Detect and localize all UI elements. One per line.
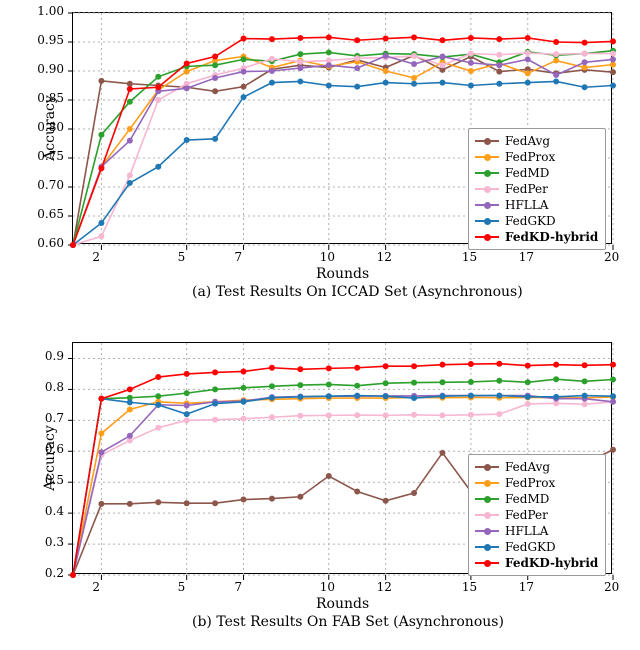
legend-swatch (475, 152, 499, 162)
ytick-label: 0.8 (45, 380, 64, 394)
legend-item: FedProx (475, 149, 599, 165)
xtick-label: 10 (320, 250, 335, 264)
legend-item: FedGKD (475, 539, 599, 555)
legend-item: HFLLA (475, 197, 599, 213)
xtick-label: 5 (178, 580, 186, 594)
ylabel-b: Accuracy (42, 425, 58, 491)
legend-swatch (475, 136, 499, 146)
legend-label: HFLLA (505, 523, 548, 539)
legend-swatch (475, 526, 499, 536)
legend-item: HFLLA (475, 523, 599, 539)
xtick-label: 2 (92, 580, 100, 594)
xtick-label: 7 (235, 580, 243, 594)
legend-item: FedMD (475, 491, 599, 507)
xlabel-b: Rounds (316, 596, 369, 612)
figure: 25710121517200.600.650.700.750.800.850.9… (0, 0, 640, 650)
legend-item: FedGKD (475, 213, 599, 229)
legend-swatch (475, 216, 499, 226)
legend-label: HFLLA (505, 197, 548, 213)
legend-swatch (475, 168, 499, 178)
caption-a: (a) Test Results On ICCAD Set (Asynchron… (192, 284, 523, 300)
legend-swatch (475, 462, 499, 472)
xtick-label: 20 (604, 580, 619, 594)
legend-label: FedAvg (505, 459, 550, 475)
legend-a: FedAvgFedProxFedMDFedPerHFLLAFedGKDFedKD… (468, 128, 606, 250)
legend-swatch (475, 478, 499, 488)
legend-item: FedAvg (475, 459, 599, 475)
xtick-label: 2 (92, 250, 100, 264)
legend-swatch (475, 510, 499, 520)
legend-swatch (475, 542, 499, 552)
ytick-label: 0.90 (37, 62, 64, 76)
xtick-label: 15 (462, 250, 477, 264)
legend-item: FedMD (475, 165, 599, 181)
legend-swatch (475, 232, 499, 242)
caption-b: (b) Test Results On FAB Set (Asynchronou… (192, 614, 504, 630)
xtick-label: 5 (178, 250, 186, 264)
legend-label: FedProx (505, 149, 555, 165)
legend-swatch (475, 558, 499, 568)
legend-b: FedAvgFedProxFedMDFedPerHFLLAFedGKDFedKD… (468, 454, 606, 576)
legend-item: FedPer (475, 181, 599, 197)
xtick-label: 12 (377, 250, 392, 264)
legend-item: FedPer (475, 507, 599, 523)
legend-item: FedProx (475, 475, 599, 491)
legend-swatch (475, 184, 499, 194)
ytick-label: 0.65 (37, 207, 64, 221)
xtick-label: 20 (604, 250, 619, 264)
xtick-label: 10 (320, 580, 335, 594)
legend-swatch (475, 200, 499, 210)
legend-label: FedMD (505, 491, 549, 507)
legend-swatch (475, 494, 499, 504)
ytick-label: 0.2 (45, 566, 64, 580)
legend-label: FedPer (505, 507, 548, 523)
legend-label: FedPer (505, 181, 548, 197)
xtick-label: 12 (377, 580, 392, 594)
ytick-label: 0.60 (37, 236, 64, 250)
legend-item: FedKD-hybrid (475, 555, 599, 571)
ytick-label: 0.95 (37, 33, 64, 47)
xtick-label: 17 (519, 580, 534, 594)
ytick-label: 1.00 (37, 4, 64, 18)
ytick-label: 0.4 (45, 504, 64, 518)
legend-item: FedAvg (475, 133, 599, 149)
legend-label: FedMD (505, 165, 549, 181)
legend-label: FedGKD (505, 213, 556, 229)
xlabel-a: Rounds (316, 266, 369, 282)
xtick-label: 15 (462, 580, 477, 594)
legend-label: FedAvg (505, 133, 550, 149)
ytick-label: 0.9 (45, 349, 64, 363)
legend-label: FedProx (505, 475, 555, 491)
ytick-label: 0.70 (37, 178, 64, 192)
ylabel-a: Accuracy (42, 95, 58, 161)
legend-label: FedKD-hybrid (505, 555, 598, 571)
xtick-label: 7 (235, 250, 243, 264)
legend-label: FedGKD (505, 539, 556, 555)
ytick-label: 0.3 (45, 535, 64, 549)
xtick-label: 17 (519, 250, 534, 264)
legend-label: FedKD-hybrid (505, 229, 598, 245)
legend-item: FedKD-hybrid (475, 229, 599, 245)
ytick-label: 0.7 (45, 411, 64, 425)
